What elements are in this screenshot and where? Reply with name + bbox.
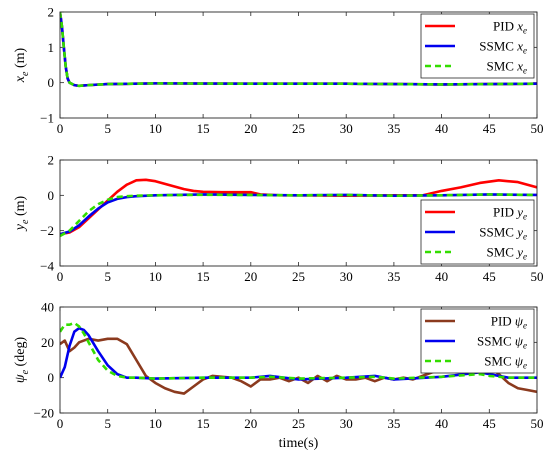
x-tick-label: 45 [483, 416, 496, 431]
x-tick-label: 50 [531, 121, 544, 136]
x-tick-label: 20 [244, 269, 257, 284]
y-tick-label: 0 [48, 75, 55, 90]
legend-entry: PID ye [493, 205, 527, 222]
x-tick-label: 25 [292, 121, 305, 136]
y-tick-label: 20 [41, 335, 54, 350]
y-tick-label: 40 [41, 300, 54, 315]
panel-2: 0 5 10 15 20 25 30 35 40 45 50 −4 −2 0 2 ye (m) PID ye SS… [13, 153, 544, 285]
y-axis-label: ye (m) [13, 195, 31, 232]
x-tick-label: 0 [57, 416, 64, 431]
x-tick-label: 10 [149, 416, 162, 431]
x-tick-label: 15 [197, 269, 210, 284]
y-tick-label: −1 [40, 111, 54, 126]
y-tick-label: 2 [48, 5, 55, 20]
legend-entry: PID ψe [491, 314, 527, 331]
x-tick-label: 25 [292, 416, 305, 431]
plot-frame [59, 159, 538, 267]
series-line-smc [60, 12, 537, 88]
x-tick-label: 35 [387, 416, 400, 431]
x-tick-label: 5 [104, 121, 111, 136]
y-axis-label: xe (m) [13, 47, 31, 83]
x-tick-label: 50 [531, 269, 544, 284]
x-axis-label: time(s) [279, 436, 319, 451]
x-tick-label: 20 [244, 121, 257, 136]
legend-entry: SSMC ye [479, 225, 527, 242]
y-tick-label: −2 [40, 223, 54, 238]
plot-frame [59, 11, 538, 119]
x-tick-label: 45 [483, 121, 496, 136]
x-tick-label: 40 [435, 416, 448, 431]
series-line-smc [60, 321, 537, 380]
x-tick-label: 50 [531, 416, 544, 431]
y-tick-label: 2 [48, 153, 55, 168]
x-tick-label: 40 [435, 269, 448, 284]
x-tick-label: 5 [104, 269, 111, 284]
x-tick-label: 35 [387, 121, 400, 136]
y-tick-label: −20 [34, 406, 54, 421]
x-tick-label: 0 [57, 269, 64, 284]
x-tick-label: 30 [340, 416, 353, 431]
x-tick-label: 20 [244, 416, 257, 431]
plot-frame [59, 306, 538, 414]
x-tick-label: 10 [149, 121, 162, 136]
y-tick-label: 0 [48, 188, 55, 203]
x-tick-label: 5 [104, 416, 111, 431]
x-tick-label: 15 [197, 121, 210, 136]
x-tick-label: 30 [340, 269, 353, 284]
x-tick-label: 0 [57, 121, 64, 136]
y-axis-label: ψe (deg) [13, 337, 31, 384]
legend-entry: SMC xe [487, 59, 528, 76]
x-tick-label: 15 [197, 416, 210, 431]
x-tick-label: 45 [483, 269, 496, 284]
x-tick-label: 40 [435, 121, 448, 136]
y-tick-label: 0 [48, 370, 55, 385]
legend-entry: SMC ye [487, 245, 528, 262]
x-tick-label: 35 [387, 269, 400, 284]
legend-entry: SMC ψe [484, 354, 527, 371]
legend-entry: SSMC xe [479, 39, 527, 56]
legend-entry: PID xe [493, 19, 527, 36]
y-tick-label: 1 [48, 40, 55, 55]
x-tick-label: 30 [340, 121, 353, 136]
series-line-smc [60, 193, 537, 238]
x-tick-label: 25 [292, 269, 305, 284]
y-tick-label: −4 [40, 259, 54, 274]
legend-entry: SSMC ψe [477, 334, 527, 351]
x-tick-label: 10 [149, 269, 162, 284]
